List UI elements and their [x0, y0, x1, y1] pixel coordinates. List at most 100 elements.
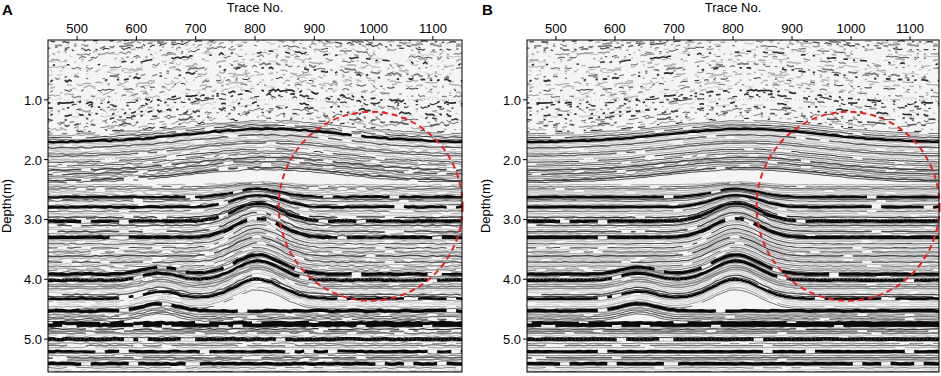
x-tick-label: 900: [781, 21, 803, 36]
grid-line: [48, 219, 462, 220]
reflector: [50, 76, 462, 90]
reflector: [527, 362, 939, 366]
grid-line: [527, 159, 939, 160]
y-tick: [523, 219, 527, 220]
reflector: [48, 72, 462, 86]
annotation-circle: [757, 112, 940, 301]
y-tick: [44, 159, 48, 160]
reflector: [48, 312, 462, 320]
reflector: [48, 367, 462, 368]
panel: 50060070080090010001100Trace No.1.02.03.…: [0, 0, 466, 375]
reflector: [527, 170, 939, 183]
reflector: [527, 310, 939, 317]
reflector: [50, 73, 462, 88]
reflector: [527, 337, 939, 341]
x-tick: [136, 36, 137, 40]
reflector: [527, 61, 939, 75]
reflector: [527, 43, 939, 57]
reflector: [58, 206, 463, 226]
reflector: [48, 94, 462, 109]
reflector: [536, 359, 939, 361]
reflector: [527, 279, 939, 299]
reflector: [536, 283, 939, 303]
reflector: [48, 49, 462, 63]
reflector: [50, 102, 462, 116]
reflector: [527, 314, 938, 322]
frame: [527, 40, 939, 372]
y-tick: [523, 339, 527, 340]
reflector: [48, 271, 462, 291]
x-tick-label: 600: [126, 21, 148, 36]
reflector: [48, 167, 462, 181]
reflector: [50, 47, 462, 62]
reflector: [527, 221, 939, 240]
grid-line: [48, 99, 462, 100]
y-tick-label: 3.0: [24, 212, 42, 227]
reflector: [527, 355, 939, 357]
reflector: [527, 70, 936, 83]
reflector: [48, 313, 461, 321]
reflector: [67, 359, 462, 360]
x-tick-label: 1100: [896, 21, 924, 36]
x-tick: [673, 36, 674, 40]
x-tick: [792, 36, 793, 40]
reflector: [48, 279, 462, 299]
reflector: [48, 40, 462, 49]
y-tick: [44, 339, 48, 340]
reflector: [48, 61, 462, 76]
grid-line: [527, 219, 939, 220]
reflector: [527, 72, 939, 85]
reflector: [527, 343, 939, 345]
x-tick: [432, 36, 433, 40]
reflector: [527, 369, 939, 371]
reflector: [541, 55, 939, 69]
reflector: [48, 310, 462, 318]
x-tick-label: 1000: [837, 21, 866, 36]
panel: 50060070080090010001100Trace No.1.02.03.…: [478, 0, 941, 374]
reflector: [536, 40, 939, 52]
reflector: [48, 341, 462, 342]
reflector: [62, 193, 462, 204]
y-tick: [44, 219, 48, 220]
reflector: [527, 84, 939, 98]
y-tick: [44, 279, 48, 280]
reflector: [544, 63, 940, 77]
reflector: [527, 281, 939, 301]
reflector: [48, 329, 462, 330]
reflector: [62, 96, 454, 110]
reflector: [527, 106, 936, 120]
reflector: [50, 67, 462, 82]
reflector: [529, 74, 939, 88]
y-tick-label: 4.0: [503, 272, 521, 287]
reflector: [58, 86, 463, 101]
y-tick-label: 1.0: [503, 93, 521, 108]
reflector: [529, 58, 939, 72]
grid-line: [527, 99, 939, 100]
panel-label: A: [2, 1, 13, 18]
reflector: [527, 308, 939, 316]
reflector: [527, 334, 939, 336]
reflector: [50, 57, 462, 71]
reflector: [527, 288, 938, 308]
reflector: [527, 304, 939, 311]
x-tick-label: 700: [663, 21, 685, 36]
reflector: [532, 51, 938, 65]
grid-line: [48, 159, 462, 160]
reflector: [544, 40, 940, 51]
grid-line: [48, 279, 462, 280]
x-tick: [910, 36, 911, 40]
reflector: [50, 77, 462, 92]
x-tick-label: 600: [604, 21, 626, 36]
reflector: [527, 306, 939, 314]
reflector: [48, 353, 462, 354]
reflector: [48, 355, 462, 356]
x-tick-label: 500: [66, 21, 88, 36]
reflector: [536, 92, 939, 105]
reflector: [527, 82, 939, 96]
reflector: [58, 92, 463, 106]
x-tick-label: 500: [545, 21, 567, 36]
reflector: [527, 357, 939, 359]
reflector: [48, 343, 462, 344]
y-tick-label: 2.0: [24, 153, 42, 168]
reflector: [544, 112, 940, 126]
